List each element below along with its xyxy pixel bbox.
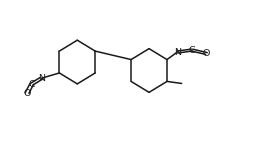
Text: N: N (174, 48, 181, 57)
Text: O: O (23, 89, 31, 98)
Text: C: C (189, 46, 195, 55)
Text: C: C (28, 80, 35, 89)
Text: N: N (38, 74, 45, 83)
Text: O: O (203, 49, 210, 58)
